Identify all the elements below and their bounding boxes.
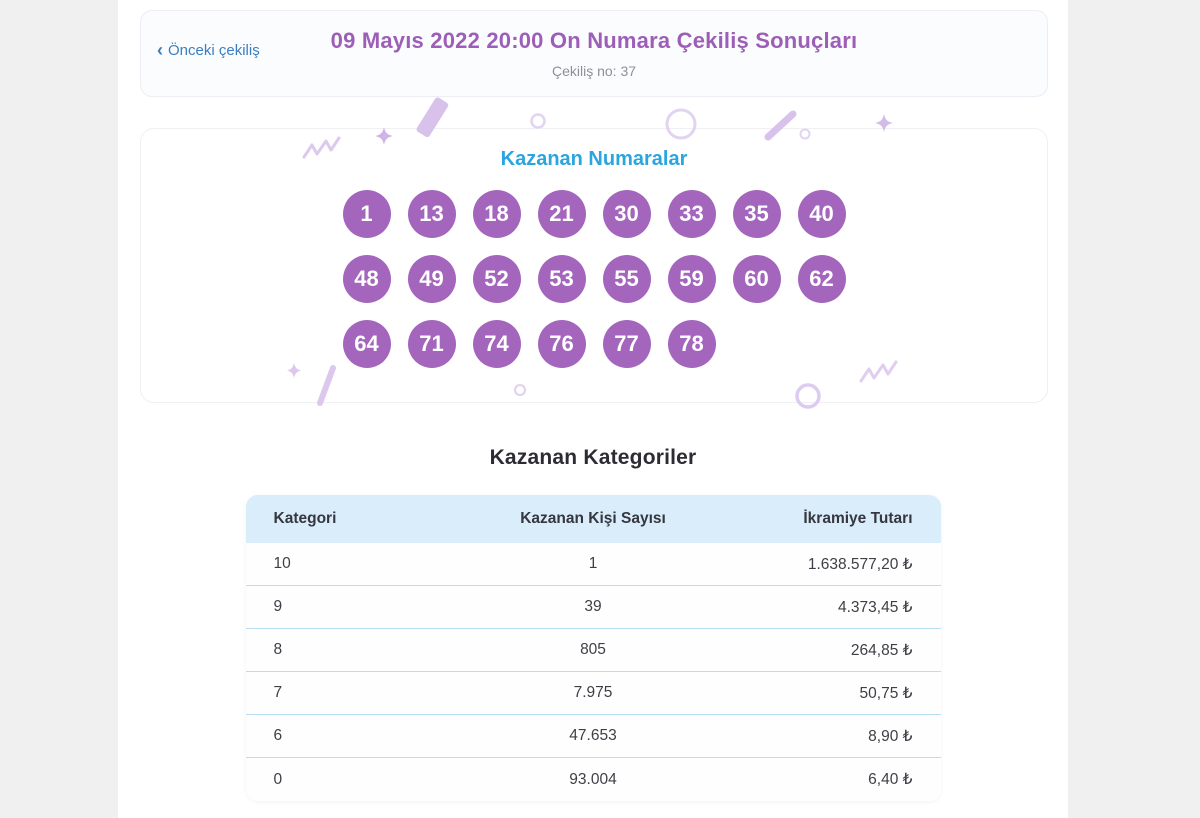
previous-draw-label: Önceki çekiliş: [168, 42, 260, 59]
table-row: 7 7.975 50,75 ₺: [245, 672, 941, 715]
cell-kategori: 0: [245, 758, 454, 801]
number-ball: 33: [667, 190, 716, 238]
cell-kisi-sayisi: 39: [454, 586, 732, 629]
cell-kisi-sayisi: 1: [454, 543, 732, 586]
number-ball: 59: [667, 255, 716, 303]
number-ball: 1: [342, 190, 391, 238]
number-ball: 40: [797, 190, 846, 238]
cell-ikramiye: 4.373,45 ₺: [732, 586, 941, 629]
number-ball: 35: [732, 190, 781, 238]
cell-ikramiye: 264,85 ₺: [732, 629, 941, 672]
winning-numbers-title: Kazanan Numaralar: [500, 148, 688, 170]
cell-ikramiye: 1.638.577,20 ₺: [732, 543, 941, 586]
number-ball: 74: [472, 320, 521, 368]
winning-numbers-grid: 1 13 18 21 30 33 35 40 48 49 52 53 55 59 60 62 64 71 74 76 7…: [342, 190, 846, 368]
chevron-left-icon: ‹: [157, 40, 163, 60]
content-column: ‹ Önceki çekiliş 09 Mayıs 2022 20:00 On …: [118, 0, 1068, 818]
number-ball: 53: [537, 255, 586, 303]
cell-ikramiye: 50,75 ₺: [732, 672, 941, 715]
categories-table-body: 10 1 1.638.577,20 ₺ 9 39 4.373,45 ₺ 8 805 264,85…: [245, 543, 941, 801]
number-ball: 71: [407, 320, 456, 368]
cell-kisi-sayisi: 7.975: [454, 672, 732, 715]
number-ball: 55: [602, 255, 651, 303]
number-ball: 30: [602, 190, 651, 238]
winning-numbers-card: Kazanan Numaralar 1 13 18 21 30 33 35 40 48 49 52 5…: [140, 128, 1048, 403]
number-ball: 60: [732, 255, 781, 303]
table-row: 8 805 264,85 ₺: [245, 629, 941, 672]
number-ball: 62: [797, 255, 846, 303]
cell-kategori: 9: [245, 586, 454, 629]
column-header-kategori: Kategori: [245, 495, 454, 543]
number-ball: 49: [407, 255, 456, 303]
categories-table-head: Kategori Kazanan Kişi Sayısı İkramiye Tu…: [245, 495, 941, 543]
previous-draw-link[interactable]: ‹ Önceki çekiliş: [157, 40, 260, 60]
table-row: 9 39 4.373,45 ₺: [245, 586, 941, 629]
winning-numbers-section: Kazanan Numaralar 1 13 18 21 30 33 35 40 48 49 52 5…: [118, 97, 1068, 409]
draw-header-card: ‹ Önceki çekiliş 09 Mayıs 2022 20:00 On …: [140, 10, 1048, 97]
number-ball: 76: [537, 320, 586, 368]
table-row: 0 93.004 6,40 ₺: [245, 758, 941, 801]
number-ball: 21: [537, 190, 586, 238]
categories-heading: Kazanan Kategoriler: [489, 446, 697, 469]
number-ball: 13: [407, 190, 456, 238]
column-header-kisi-sayisi: Kazanan Kişi Sayısı: [454, 495, 732, 543]
cell-kisi-sayisi: 47.653: [454, 715, 732, 758]
cell-ikramiye: 8,90 ₺: [732, 715, 941, 758]
cell-kategori: 10: [245, 543, 454, 586]
number-ball: 18: [472, 190, 521, 238]
cell-kategori: 7: [245, 672, 454, 715]
page-title: 09 Mayıs 2022 20:00 On Numara Çekiliş So…: [330, 28, 858, 53]
cell-kisi-sayisi: 93.004: [454, 758, 732, 801]
draw-number: Çekiliş no: 37: [551, 63, 637, 79]
number-ball: 78: [667, 320, 716, 368]
table-row: 10 1 1.638.577,20 ₺: [245, 543, 941, 586]
table-row: 6 47.653 8,90 ₺: [245, 715, 941, 758]
number-ball: 48: [342, 255, 391, 303]
cell-kisi-sayisi: 805: [454, 629, 732, 672]
cell-kategori: 6: [245, 715, 454, 758]
confetti-small-ring-icon: [530, 113, 546, 129]
column-header-ikramiye: İkramiye Tutarı: [732, 495, 941, 543]
cell-ikramiye: 6,40 ₺: [732, 758, 941, 801]
table-header-row: Kategori Kazanan Kişi Sayısı İkramiye Tu…: [245, 495, 941, 543]
number-ball: 77: [602, 320, 651, 368]
categories-table: Kategori Kazanan Kişi Sayısı İkramiye Tu…: [245, 495, 941, 801]
number-ball: 64: [342, 320, 391, 368]
cell-kategori: 8: [245, 629, 454, 672]
number-ball: 52: [472, 255, 521, 303]
